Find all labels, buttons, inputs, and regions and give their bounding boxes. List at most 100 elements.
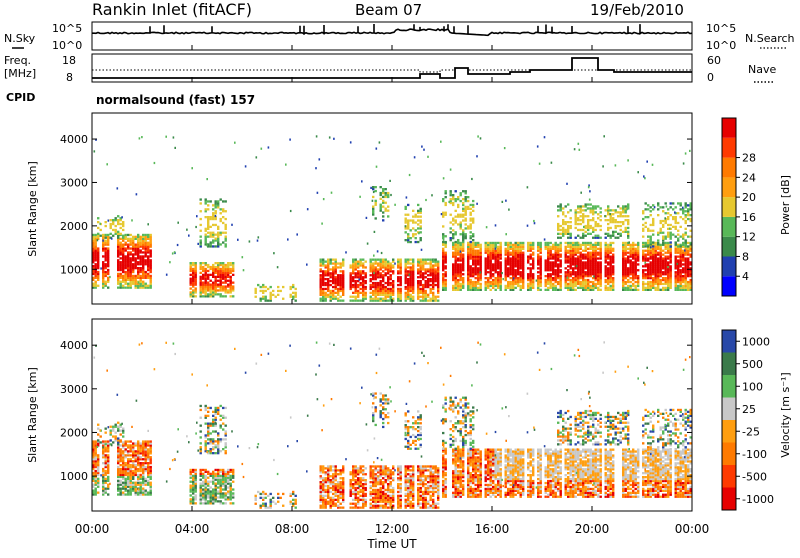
power-cell (390, 262, 392, 264)
power-cell (660, 273, 662, 275)
power-cell (595, 259, 597, 261)
velocity-cell (207, 485, 209, 487)
power-cell (137, 249, 139, 251)
power-cell (382, 284, 384, 286)
power-cell (360, 282, 362, 284)
power-cell (350, 286, 352, 288)
power-cell (465, 223, 467, 225)
power-cell (445, 241, 447, 243)
power-cell (442, 273, 444, 275)
power-cell (527, 248, 529, 250)
power-cell (215, 280, 217, 282)
power-cell (650, 256, 652, 258)
power-cell (450, 214, 452, 216)
velocity-cell (130, 464, 132, 466)
power-cell (670, 271, 672, 273)
power-cell (125, 263, 127, 265)
velocity-cell (135, 474, 137, 476)
power-cell (120, 242, 122, 244)
power-cell (117, 233, 119, 235)
power-cell (595, 221, 597, 223)
power-cell (637, 259, 639, 261)
power-cell (325, 261, 327, 263)
power-cell (320, 286, 322, 288)
power-cell (612, 285, 614, 287)
power-cell (560, 275, 562, 277)
velocity-cell (132, 490, 134, 492)
power-cell (394, 263, 396, 265)
power-cell (547, 267, 549, 269)
velocity-cell (107, 468, 109, 470)
power-cell (565, 205, 567, 207)
power-cell (207, 274, 209, 276)
velocity-cell (115, 424, 117, 426)
velocity-cell (117, 426, 119, 428)
power-cell (682, 236, 684, 238)
power-cell (660, 267, 662, 269)
velocity-cell (192, 479, 194, 481)
power-cell (460, 214, 462, 216)
power-cell (497, 277, 499, 279)
power-cell (460, 242, 462, 244)
power-cell (382, 192, 384, 194)
power-cell (587, 242, 589, 244)
power-cell (507, 246, 509, 248)
power-cell (486, 226, 488, 228)
power-cell (455, 281, 457, 283)
power-cell (95, 249, 97, 251)
power-cell (510, 248, 512, 250)
power-cell (423, 149, 425, 151)
power-cell (617, 237, 619, 239)
freq-hi-tick: 18 (62, 54, 76, 67)
power-cell (682, 238, 684, 240)
power-cell (112, 221, 114, 223)
power-cell (547, 259, 549, 261)
power-cell (315, 167, 317, 169)
power-cell (555, 259, 557, 261)
power-cell (595, 235, 597, 237)
velocity-cell (127, 476, 129, 478)
power-cell (487, 281, 489, 283)
power-cell (610, 217, 612, 219)
power-cell (467, 246, 469, 248)
power-cell (582, 256, 584, 258)
power-cell (515, 271, 517, 273)
power-cell (117, 246, 119, 248)
velocity-cell (127, 490, 129, 492)
power-cell (432, 292, 434, 294)
power-cell (210, 291, 212, 293)
velocity-cell (207, 481, 209, 483)
power-cell (532, 248, 534, 250)
power-cell (132, 267, 134, 269)
velocity-cell (102, 452, 104, 454)
power-cell (687, 259, 689, 261)
power-cell (592, 252, 594, 254)
velocity-cell (147, 480, 149, 482)
power-cell (590, 271, 592, 273)
power-cell (258, 236, 260, 238)
power-cell (407, 286, 409, 288)
power-cell (677, 259, 679, 261)
power-cell (430, 272, 432, 274)
power-cell (392, 270, 394, 272)
power-cell (387, 300, 389, 302)
power-cell (172, 252, 174, 254)
power-cell (590, 267, 592, 269)
power-cell (390, 290, 392, 292)
power-cell (625, 257, 627, 259)
power-cell (582, 261, 584, 263)
power-cell (567, 203, 569, 205)
power-cell (200, 198, 202, 200)
velocity-cell (107, 462, 109, 464)
power-cell (230, 280, 232, 282)
power-cell (662, 238, 664, 240)
power-cell (105, 237, 107, 239)
power-cell (142, 251, 144, 253)
power-cell (467, 259, 469, 261)
velocity-cell (132, 482, 134, 484)
power-cell (520, 259, 522, 261)
power-cell (595, 273, 597, 275)
power-cell (137, 263, 139, 265)
velocity-cell (147, 476, 149, 478)
power-cell (660, 263, 662, 265)
